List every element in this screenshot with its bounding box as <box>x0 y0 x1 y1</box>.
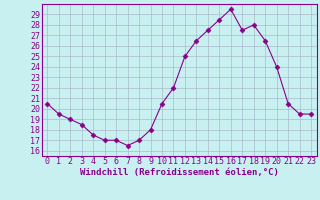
X-axis label: Windchill (Refroidissement éolien,°C): Windchill (Refroidissement éolien,°C) <box>80 168 279 177</box>
